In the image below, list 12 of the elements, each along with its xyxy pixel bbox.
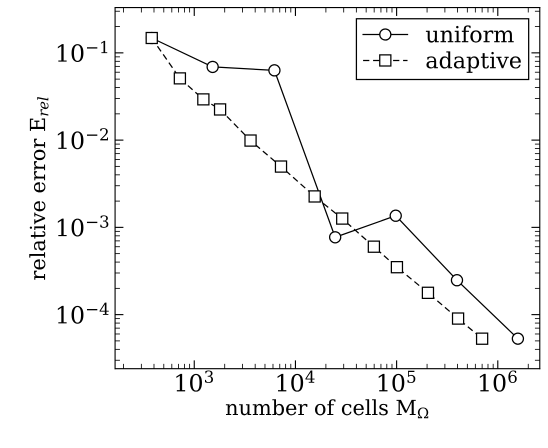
y-tick-label: 10$^{−4}$	[58, 302, 109, 324]
x-tick-label: 10$^{3}$	[176, 370, 214, 392]
x-axis-title: number of cells M$_{Ω}$	[226, 399, 428, 418]
y-tick-label: 10$^{−1}$	[58, 40, 108, 62]
y-axis-title: relative error E$_{rel}$	[29, 96, 49, 280]
y-tick-label: 10$^{−2}$	[58, 128, 108, 150]
y-tick-label: 10$^{−3}$	[58, 215, 108, 237]
x-tick-label: 10$^{4}$	[278, 370, 315, 392]
legend-label: adaptive	[426, 51, 521, 73]
x-tick-label: 10$^{6}$	[480, 370, 517, 392]
legend-label: uniform	[426, 25, 514, 43]
x-tick-label: 10$^{5}$	[378, 370, 416, 392]
